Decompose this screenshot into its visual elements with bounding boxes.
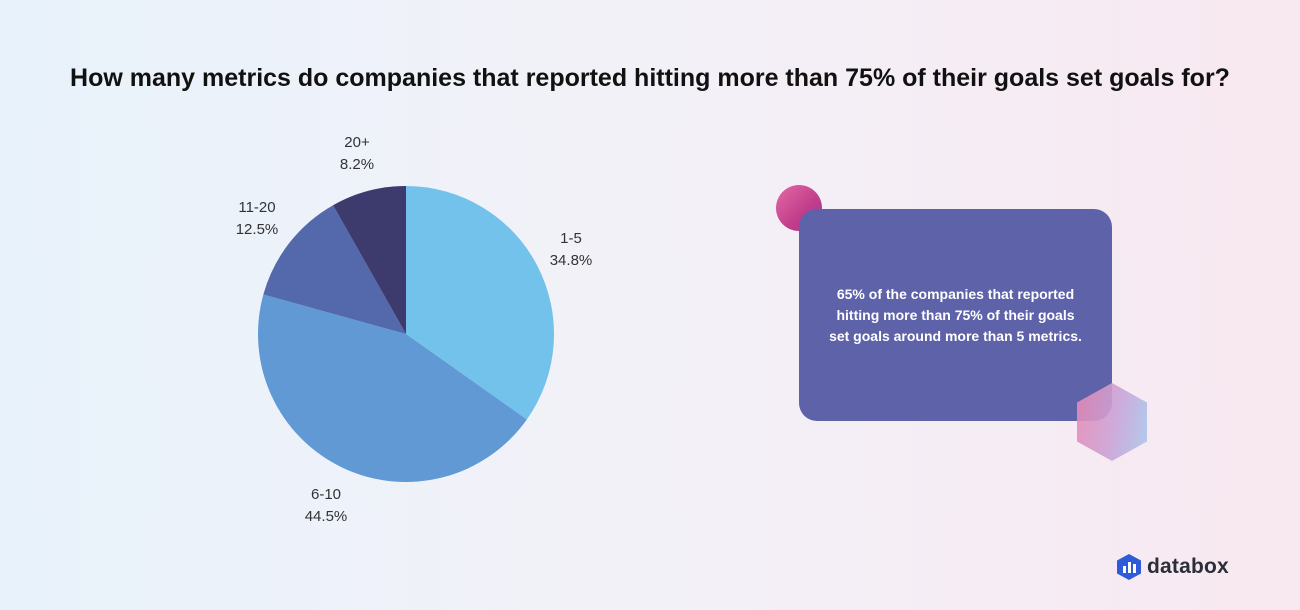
pie-slice-11-20 (263, 205, 406, 334)
slice-value-label: 34.8% (550, 252, 593, 269)
callout-text: 65% of the companies that reported hitti… (829, 285, 1082, 344)
callout-box: 65% of the companies that reported hitti… (799, 209, 1112, 421)
slice-category-label: 1-5 (560, 230, 582, 247)
pie-slice-20-plus (333, 186, 406, 334)
slice-value-label: 44.5% (305, 508, 348, 525)
databox-hexagon-bars-icon (1117, 554, 1141, 580)
slice-category-label: 6-10 (311, 486, 341, 503)
logo-text: databox (1147, 555, 1229, 578)
databox-logo: databox (1117, 554, 1229, 580)
slice-value-label: 8.2% (340, 156, 374, 173)
pie-slice-1-5 (406, 186, 555, 420)
slice-value-label: 12.5% (236, 221, 279, 238)
chart-title: How many metrics do companies that repor… (70, 64, 1230, 92)
slice-category-label: 11-20 (238, 199, 275, 216)
pie-slice-6-10 (258, 294, 527, 482)
slice-category-label: 20+ (344, 134, 370, 151)
